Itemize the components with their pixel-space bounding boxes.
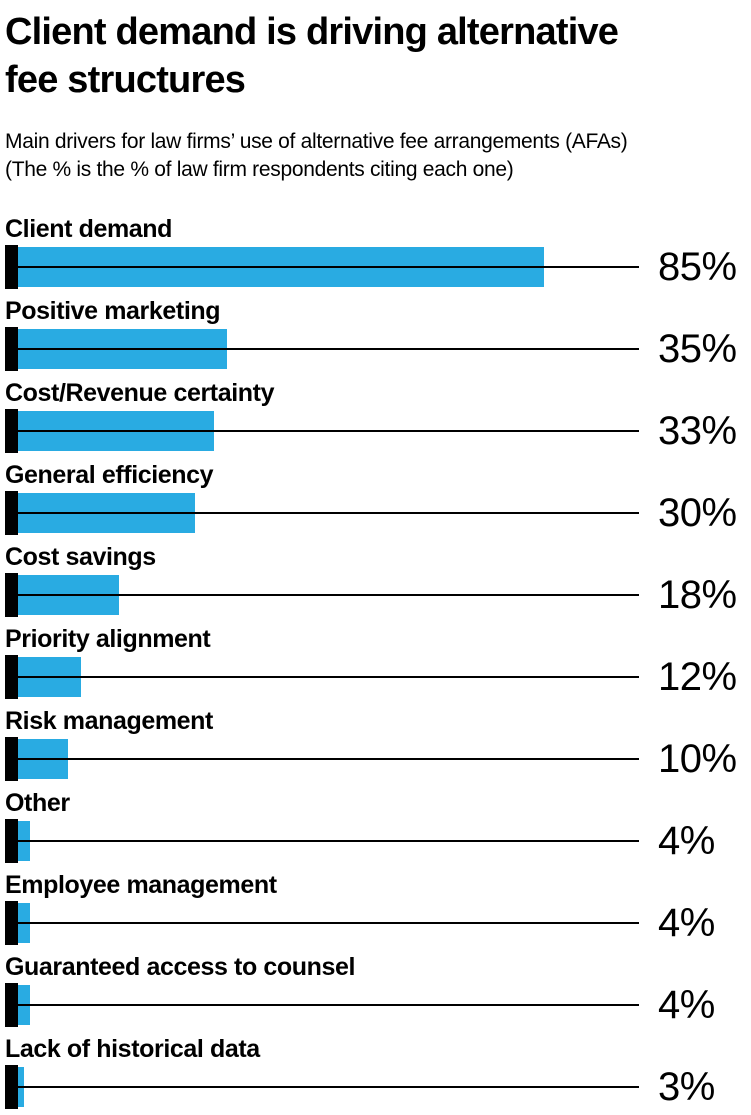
leader-line — [5, 1086, 639, 1088]
bar-row: Client demand 85% — [5, 214, 751, 290]
bar-line: 10% — [5, 736, 751, 782]
axis-tick — [5, 245, 18, 289]
value-label: 10% — [658, 737, 737, 781]
bar-row: Priority alignment 12% — [5, 624, 751, 700]
bar-rows: Client demand 85% Positive marketing 35%… — [5, 214, 751, 1110]
bar-line: 4% — [5, 818, 751, 864]
axis-tick — [5, 573, 18, 617]
axis-tick — [5, 1065, 18, 1109]
bar-line: 12% — [5, 654, 751, 700]
chart-subtitle: Main drivers for law firms’ use of alter… — [5, 128, 751, 184]
category-label: Positive marketing — [5, 297, 221, 325]
value-label: 85% — [658, 245, 737, 289]
category-label: Other — [5, 789, 70, 817]
bar-line: 18% — [5, 572, 751, 618]
category-label: Cost savings — [5, 543, 156, 571]
chart-title-line-2: fee structures — [5, 59, 246, 101]
leader-line — [5, 512, 639, 514]
leader-line — [5, 676, 639, 678]
leader-line — [5, 840, 639, 842]
bar-line: 30% — [5, 490, 751, 536]
leader-line — [5, 922, 639, 924]
bar-track — [5, 572, 639, 618]
axis-tick — [5, 901, 18, 945]
chart-subtitle-line-2: (The % is the % of law firm respondents … — [5, 158, 514, 181]
chart-title-line-1: Client demand is driving alternative — [5, 11, 619, 53]
value-label: 4% — [658, 819, 715, 863]
bar-track — [5, 326, 639, 372]
axis-tick — [5, 819, 18, 863]
bar-line: 4% — [5, 982, 751, 1028]
category-label: Guaranteed access to counsel — [5, 953, 356, 981]
value-label: 4% — [658, 901, 715, 945]
axis-tick — [5, 409, 18, 453]
bar-track — [5, 408, 639, 454]
bar-line: 35% — [5, 326, 751, 372]
leader-line — [5, 758, 639, 760]
axis-tick — [5, 737, 18, 781]
value-label: 30% — [658, 491, 737, 535]
bar-row: Lack of historical data 3% — [5, 1034, 751, 1110]
bar-row: Employee management 4% — [5, 870, 751, 946]
leader-line — [5, 594, 639, 596]
bar-line: 33% — [5, 408, 751, 454]
bar-line: 85% — [5, 244, 751, 290]
value-label: 35% — [658, 327, 737, 371]
category-label: General efficiency — [5, 461, 214, 489]
bar-row: Positive marketing 35% — [5, 296, 751, 372]
bar-row: Cost savings 18% — [5, 542, 751, 618]
bar-track — [5, 490, 639, 536]
bar-line: 3% — [5, 1064, 751, 1110]
value-label: 4% — [658, 983, 715, 1027]
bar-track — [5, 900, 639, 946]
axis-tick — [5, 491, 18, 535]
leader-line — [5, 430, 639, 432]
bar-row: General efficiency 30% — [5, 460, 751, 536]
bar-chart: Client demand 85% Positive marketing 35%… — [5, 214, 751, 1110]
category-label: Priority alignment — [5, 625, 211, 653]
category-label: Cost/Revenue certainty — [5, 379, 275, 407]
value-label: 12% — [658, 655, 737, 699]
bar-row: Risk management 10% — [5, 706, 751, 782]
bar-track — [5, 244, 639, 290]
category-label: Risk management — [5, 707, 213, 735]
chart-title: Client demand is driving alternative fee… — [5, 8, 751, 104]
value-label: 18% — [658, 573, 737, 617]
bar-line: 4% — [5, 900, 751, 946]
bar-track — [5, 982, 639, 1028]
value-label: 33% — [658, 409, 737, 453]
leader-line — [5, 1004, 639, 1006]
bar-row: Guaranteed access to counsel 4% — [5, 952, 751, 1028]
chart-subtitle-line-1: Main drivers for law firms’ use of alter… — [5, 130, 628, 153]
bar-track — [5, 736, 639, 782]
axis-tick — [5, 655, 18, 699]
value-label: 3% — [658, 1065, 715, 1109]
category-label: Client demand — [5, 215, 173, 243]
bar-row: Other 4% — [5, 788, 751, 864]
bar-row: Cost/Revenue certainty 33% — [5, 378, 751, 454]
bar-track — [5, 818, 639, 864]
bar-track — [5, 654, 639, 700]
category-label: Lack of historical data — [5, 1035, 260, 1063]
leader-line — [5, 348, 639, 350]
axis-tick — [5, 327, 18, 371]
leader-line — [5, 266, 639, 268]
category-label: Employee management — [5, 871, 277, 899]
bar-track — [5, 1064, 639, 1110]
axis-tick — [5, 983, 18, 1027]
